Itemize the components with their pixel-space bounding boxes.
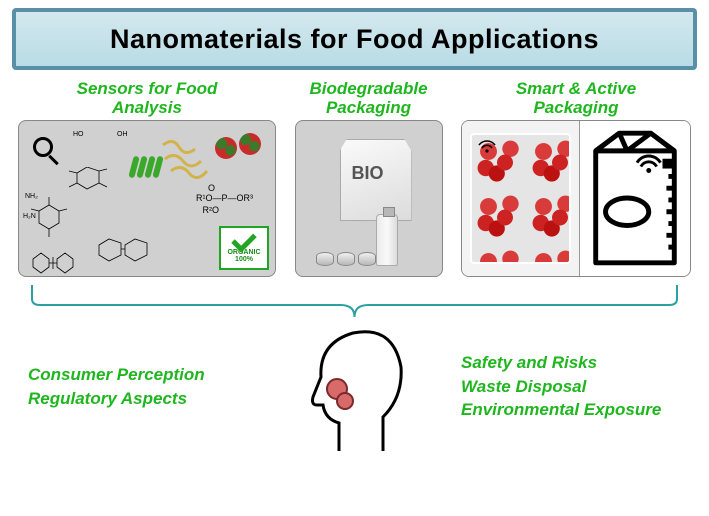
col-sensors-label: Sensors for Food Analysis [77, 78, 218, 120]
bottom-row: Consumer Perception Regulatory Aspects S… [28, 319, 681, 454]
col-bio-label: Biodegradable Packaging [309, 78, 427, 120]
text-line: Regulatory Aspects [28, 387, 248, 411]
phosphate-o: O [208, 183, 215, 193]
bio-tube [376, 214, 398, 266]
sensors-panel: HO OH NH₂ H₂N O R¹O—P—OR³ R²O ORGANIC 10… [18, 120, 276, 277]
magnifier-icon [33, 137, 61, 165]
text-line: Waste Disposal [461, 375, 681, 399]
col-smart: Smart & Active Packaging [461, 78, 691, 277]
text-line: Environmental Exposure [461, 398, 681, 422]
columns-row: Sensors for Food Analysis [18, 78, 691, 277]
col-smart-label: Smart & Active Packaging [516, 78, 636, 120]
organic-badge: ORGANIC 100% [219, 226, 269, 270]
label-line: Packaging [326, 99, 411, 118]
label-line: Packaging [533, 99, 618, 118]
organic-text-bottom: 100% [235, 256, 253, 263]
chem-text: OH [117, 131, 128, 138]
col-sensors: Sensors for Food Analysis [18, 78, 276, 277]
title-bar: Nanomaterials for Food Applications [12, 8, 697, 70]
cell-icon [215, 137, 237, 159]
bio-bag-label: BIO [352, 163, 384, 184]
phosphate-upper: R¹O—P—OR³ [196, 193, 253, 203]
smart-panel [461, 120, 691, 277]
wifi-icon [478, 139, 496, 153]
bio-panel: BIO [295, 120, 443, 277]
bio-cans [316, 252, 376, 266]
phosphate-lower: R²O [203, 205, 220, 215]
cell-icon [239, 133, 261, 155]
head-silhouette-icon [285, 319, 425, 454]
connector-bracket [24, 281, 685, 319]
col-bio: Biodegradable Packaging BIO [295, 78, 443, 277]
consumer-text: Consumer Perception Regulatory Aspects [28, 363, 248, 411]
label-line: Sensors for Food [77, 80, 218, 99]
chem-text: HO [73, 131, 84, 138]
text-line: Safety and Risks [461, 351, 681, 375]
label-line: Biodegradable [309, 80, 427, 99]
chem-structures [25, 167, 233, 275]
carton-icon [580, 121, 690, 276]
label-line: Analysis [112, 99, 182, 118]
chem-text: NH₂ [25, 193, 38, 200]
safety-text: Safety and Risks Waste Disposal Environm… [461, 351, 681, 422]
organic-text-top: ORGANIC [227, 249, 260, 256]
chem-text: H₂N [23, 213, 36, 220]
text-line: Consumer Perception [28, 363, 248, 387]
meat-tray [462, 121, 580, 276]
label-line: Smart & Active [516, 80, 636, 99]
page-title: Nanomaterials for Food Applications [110, 24, 599, 55]
